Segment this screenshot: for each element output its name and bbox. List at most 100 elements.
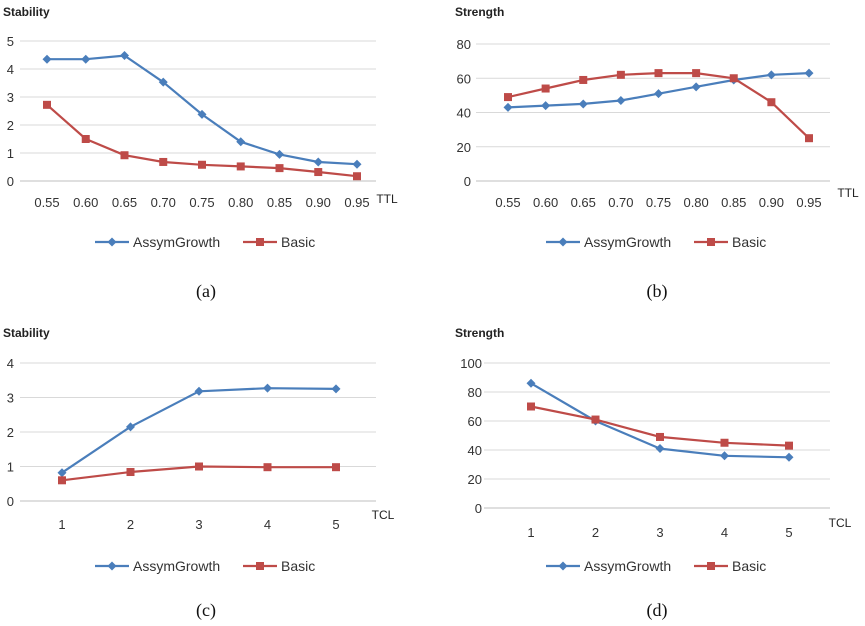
x-tick-label: 1 (527, 525, 534, 540)
x-tick-label: 2 (592, 525, 599, 540)
x-tick-label: 0.60 (533, 195, 558, 210)
x-tick-label: 0.85 (267, 195, 292, 210)
data-point (654, 89, 663, 99)
y-tick-label: 1 (7, 460, 14, 475)
data-point (236, 137, 246, 147)
data-point (126, 422, 135, 432)
data-point (720, 438, 729, 447)
data-point (656, 432, 664, 441)
legend-marker (558, 561, 568, 571)
data-point (314, 168, 323, 177)
data-point (804, 68, 814, 78)
x-tick-label: 0.70 (608, 195, 633, 210)
x-tick-label: 0.65 (112, 195, 137, 210)
x-tick-label: 1 (58, 517, 65, 532)
panel-caption: (c) (196, 600, 216, 621)
y-axis-label: Stability (3, 5, 50, 19)
y-tick-label: 3 (7, 90, 14, 105)
panel-caption: (a) (196, 281, 216, 302)
x-axis-label: TTL (376, 192, 398, 206)
x-tick-label: 0.75 (189, 195, 214, 210)
y-tick-label: 3 (7, 391, 14, 406)
legend-label: Basic (281, 558, 315, 574)
y-tick-label: 80 (468, 385, 482, 400)
series-line-assymgrowth (61, 387, 337, 474)
data-point (541, 101, 551, 111)
x-tick-label: 3 (195, 517, 202, 532)
x-axis-label: TCL (372, 508, 395, 522)
y-tick-label: 2 (7, 425, 14, 440)
data-point (784, 452, 794, 462)
x-tick-label: 0.80 (228, 195, 253, 210)
data-point (236, 162, 245, 171)
data-point (275, 164, 284, 173)
y-tick-label: 2 (7, 118, 14, 133)
data-point (767, 98, 776, 107)
x-tick-label: 0.65 (571, 195, 596, 210)
x-tick-label: 0.90 (759, 195, 784, 210)
y-tick-label: 60 (457, 71, 471, 86)
legend-marker (256, 238, 264, 246)
x-tick-label: 0.95 (796, 195, 821, 210)
x-tick-label: 0.90 (306, 195, 331, 210)
data-point (352, 159, 362, 169)
y-tick-label: 4 (7, 356, 14, 371)
data-point (655, 444, 665, 454)
data-point (58, 476, 66, 485)
y-tick-label: 100 (460, 356, 482, 371)
data-point (81, 54, 91, 64)
x-tick-label: 0.60 (73, 195, 98, 210)
data-point (42, 54, 52, 64)
data-point (541, 84, 550, 93)
data-point (195, 462, 203, 471)
legend: AssymGrowth Basic (95, 234, 315, 250)
x-tick-label: 0.85 (721, 195, 746, 210)
y-tick-label: 0 (464, 174, 471, 189)
y-tick-label: 60 (468, 414, 482, 429)
y-tick-label: 0 (7, 174, 14, 189)
y-tick-label: 5 (7, 34, 14, 49)
data-point (616, 70, 625, 79)
panel-caption: (d) (647, 600, 668, 621)
data-point (198, 160, 206, 169)
data-point (159, 157, 168, 166)
x-tick-label: 0.80 (683, 195, 708, 210)
chart-panel-a: 0 1 2 3 4 5 0.55 0.60 0.65 0.70 0.75 0.80 0.85 0.90 0.… (3, 5, 398, 302)
chart-panel-d: 0 20 40 60 80 100 1 2 3 4 5 Strength TCL AssymGrowth B… (455, 326, 852, 621)
data-point (81, 135, 90, 143)
data-point (691, 82, 701, 92)
legend-marker (107, 561, 117, 571)
y-tick-label: 1 (7, 146, 14, 161)
legend-label: Basic (732, 234, 766, 250)
data-point (57, 468, 67, 478)
y-tick-label: 40 (457, 106, 471, 121)
data-point (275, 149, 284, 159)
data-point (120, 151, 129, 160)
data-point (526, 378, 536, 388)
data-point (158, 77, 168, 87)
data-point (120, 51, 129, 61)
chart-panel-c: 0 1 2 3 4 1 2 3 4 5 Stability TCL AssymGrowth Basic (c… (3, 326, 395, 621)
data-point (766, 70, 776, 80)
y-axis-label: Strength (455, 326, 504, 340)
data-point (313, 157, 323, 167)
data-point (805, 134, 813, 143)
x-tick-label: 0.70 (151, 195, 176, 210)
data-point (332, 463, 340, 472)
legend-label: AssymGrowth (133, 558, 220, 574)
data-point (654, 69, 663, 78)
data-point (197, 109, 207, 119)
x-tick-label: 5 (785, 525, 792, 540)
legend-marker (256, 562, 264, 570)
legend-marker (707, 562, 715, 570)
data-point (263, 383, 272, 393)
legend: AssymGrowth Basic (546, 558, 766, 574)
x-tick-label: 4 (721, 525, 728, 540)
data-point (591, 415, 600, 424)
x-tick-label: 0.55 (34, 195, 59, 210)
data-point (785, 441, 793, 450)
legend: AssymGrowth Basic (546, 234, 766, 250)
legend-label: AssymGrowth (584, 558, 671, 574)
y-tick-label: 80 (457, 37, 471, 52)
